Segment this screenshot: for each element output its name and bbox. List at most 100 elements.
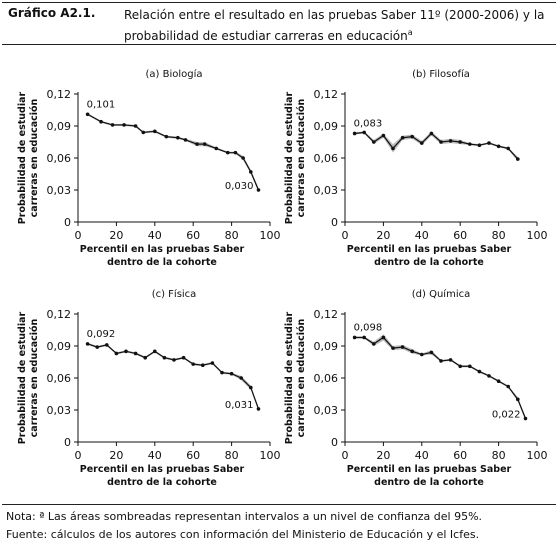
chart-1-data-point	[256, 188, 261, 192]
chart-1-y-tick-label: 0,09	[47, 120, 72, 133]
chart-2-x-tick-label: 20	[376, 229, 390, 242]
chart-3-data-point	[153, 349, 157, 354]
chart-2-data-point	[468, 142, 472, 146]
chart-2-x-tick-label: 60	[453, 229, 467, 242]
figure-title: Relación entre el resultado en las prueb…	[124, 6, 554, 45]
chart-2-data-point	[420, 141, 424, 145]
chart-2-x-tick-label: 40	[415, 229, 429, 242]
chart-4-y-label-line2: carreras en educación	[296, 318, 307, 437]
chart-2-data-point	[516, 157, 520, 161]
chart-3-y-label-line2: carreras en educación	[29, 318, 40, 437]
chart-4-y-tick-label: 0,06	[314, 372, 339, 385]
chart-3-data-point	[181, 355, 186, 360]
chart-2-data-point	[477, 143, 482, 147]
chart-2-data-point	[381, 133, 386, 138]
chart-4-data-point	[429, 350, 434, 355]
chart-2-data-point	[448, 139, 453, 143]
chart-2-title: (b) Filosofía	[412, 68, 470, 80]
chart-4-y-tick-label: 0,12	[314, 308, 339, 321]
chart-3-y-tick-label: 0,09	[47, 340, 72, 353]
chart-3-x-tick-label: 60	[186, 449, 200, 462]
chart-3-y-tick-label: 0,03	[47, 404, 72, 417]
chart-1-title: (a) Biología	[145, 68, 202, 80]
chart-1-data-point	[202, 142, 207, 146]
chart-3-data-point	[220, 370, 224, 375]
chart-1-x-tick-label: 0	[75, 229, 82, 242]
chart-2-data-point	[496, 144, 501, 149]
chart-2-data-point	[429, 131, 434, 136]
chart-3-data-point	[143, 355, 147, 360]
chart-4-data-point	[362, 335, 367, 340]
chart-2-y-label: Probabilidad de estudiar	[284, 92, 295, 225]
chart-3-title: (c) Física	[152, 288, 197, 300]
chart-3-data-point	[114, 351, 119, 356]
chart-3-data-point	[249, 385, 253, 390]
chart-1-y-tick-label: 0	[64, 216, 71, 229]
chart-4-data-point	[487, 374, 491, 378]
chart-3-data-point	[105, 343, 109, 347]
chart-3-data-point	[256, 407, 261, 411]
chart-3-y-tick-label: 0	[64, 436, 71, 449]
chart-1-x-tick-label: 60	[186, 229, 200, 242]
chart-3-data-point	[95, 345, 99, 349]
chart-4-data-point	[381, 335, 386, 340]
chart-1-data-label: 0,101	[87, 99, 116, 110]
chart-1-y-tick-label: 0,12	[47, 88, 72, 101]
chart-4-data-point	[448, 358, 453, 362]
chart-3-data-point	[133, 351, 138, 356]
chart-1-data-point	[241, 156, 245, 160]
chart-3-x-tick-label: 0	[75, 449, 82, 462]
chart-4-data-point	[439, 359, 443, 363]
chart-3-x-tick-label: 100	[260, 449, 281, 462]
chart-4-data-point	[420, 352, 424, 357]
chart-4-x-tick-label: 100	[527, 449, 548, 462]
chart-2-x-tick-label: 0	[342, 229, 349, 242]
top-rule	[2, 2, 556, 3]
chart-1-data-label: 0,030	[225, 181, 254, 192]
chart-4-x-tick-label: 40	[415, 449, 429, 462]
chart-1-data-point	[249, 170, 253, 174]
chart-4-x-label: Percentil en las pruebas Saber	[347, 464, 512, 475]
chart-4-data-point	[506, 384, 511, 389]
chart-1-x-label: Percentil en las pruebas Saber	[80, 244, 245, 255]
chart-4-data-point	[410, 349, 415, 354]
chart-1-data-point	[176, 135, 180, 140]
figure-title-line2: probabilidad de estudiar carreras en edu…	[124, 29, 408, 43]
chart-4-x-tick-label: 80	[492, 449, 506, 462]
chart-2-data-point	[506, 146, 511, 151]
chart-2-data-point	[352, 131, 357, 136]
chart-1-data-point	[122, 123, 126, 127]
chart-4-data-point	[372, 342, 376, 346]
chart-2-data-point	[372, 140, 376, 144]
chart-4-data-point	[477, 369, 482, 374]
chart-4-data-label: 0,098	[354, 322, 383, 333]
chart-3-data-point	[229, 371, 234, 376]
chart-4-data-point	[523, 416, 528, 421]
chart-4-title: (d) Química	[412, 288, 470, 300]
chart-3-data-point	[124, 349, 128, 354]
chart-4-y-tick-label: 0,09	[314, 340, 339, 353]
source-note: Fuente: cálculos de los autores con info…	[6, 528, 480, 541]
chart-1-x-tick-label: 40	[148, 229, 162, 242]
figure-label: Gráfico A2.1.	[8, 6, 96, 20]
chart-2-data-point	[400, 135, 405, 140]
chart-1-data-point	[99, 119, 103, 124]
chart-1-data-point	[85, 112, 90, 117]
chart-4-x-tick-label: 60	[453, 449, 467, 462]
chart-4-data-point	[468, 364, 472, 369]
chart-2-x-tick-label: 100	[527, 229, 548, 242]
chart-4-data-point	[516, 397, 520, 402]
chart-3-data-point	[201, 363, 205, 368]
chart-3-data-point	[85, 342, 90, 346]
chart-3-x-tick-label: 40	[148, 449, 162, 462]
chart-1-data-point	[233, 150, 238, 155]
chart-3-data-point	[172, 358, 176, 362]
footnote: Nota: ª Las áreas sombreadas representan…	[6, 510, 483, 523]
chart-2-y-tick-label: 0,03	[314, 184, 339, 197]
footer-rule	[2, 504, 556, 505]
chart-4-y-tick-label: 0	[331, 436, 338, 449]
chart-1-y-label-line2: carreras en educación	[29, 98, 40, 217]
figure-title-line1: Relación entre el resultado en las prueb…	[124, 8, 545, 22]
chart-2-confidence-band	[354, 131, 518, 162]
